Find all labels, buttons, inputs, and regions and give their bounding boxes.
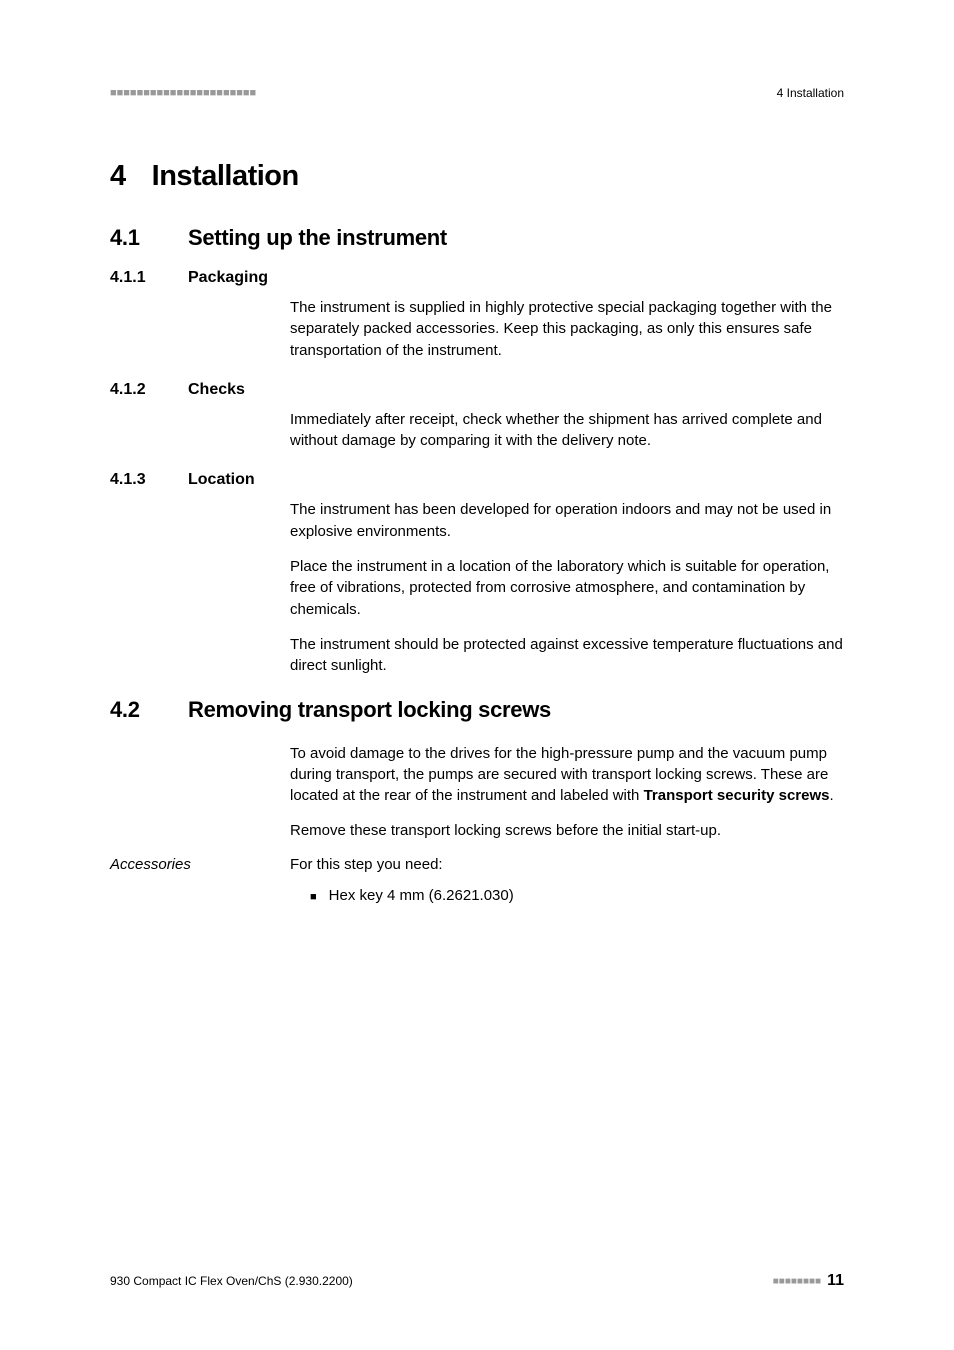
body-paragraph: Remove these transport locking screws be… xyxy=(290,820,844,841)
footer-marks: ■■■■■■■■ xyxy=(773,1276,821,1287)
accessories-label: Accessories xyxy=(110,856,210,873)
section-number: 4.1 xyxy=(110,225,188,251)
paragraph-text-bold: Transport security screws xyxy=(644,787,830,804)
list-item: ■ Hex key 4 mm (6.2621.030) xyxy=(310,887,844,904)
section-heading-4-2: 4.2Removing transport locking screws xyxy=(110,697,844,723)
accessories-row: Accessories For this step you need: xyxy=(110,856,844,873)
body-paragraph: The instrument has been developed for op… xyxy=(290,499,844,542)
list-item-text: Hex key 4 mm (6.2621.030) xyxy=(329,887,514,904)
section-number: 4.2 xyxy=(110,697,188,723)
header-chapter-label: 4 Installation xyxy=(777,86,844,100)
accessories-text: For this step you need: xyxy=(290,856,443,873)
chapter-number: 4 xyxy=(110,160,126,193)
body-paragraph: The instrument is supplied in highly pro… xyxy=(290,297,844,361)
chapter-title-text: Installation xyxy=(152,160,299,192)
bullet-list: ■ Hex key 4 mm (6.2621.030) xyxy=(310,887,844,904)
subsection-heading-4-1-1: 4.1.1Packaging xyxy=(110,269,844,287)
subsection-heading-4-1-2: 4.1.2Checks xyxy=(110,381,844,399)
footer-right: ■■■■■■■■ 11 xyxy=(773,1272,844,1290)
chapter-title: 4 Installation xyxy=(110,160,844,193)
page-number: 11 xyxy=(827,1272,844,1290)
section-title-text: Removing transport locking screws xyxy=(188,697,551,722)
section-title-text: Setting up the instrument xyxy=(188,225,447,250)
page-footer: 930 Compact IC Flex Oven/ChS (2.930.2200… xyxy=(110,1272,844,1290)
subsection-number: 4.1.3 xyxy=(110,471,188,489)
subsection-number: 4.1.1 xyxy=(110,269,188,287)
body-paragraph: The instrument should be protected again… xyxy=(290,634,844,677)
subsection-title-text: Location xyxy=(188,471,255,488)
section-heading-4-1: 4.1Setting up the instrument xyxy=(110,225,844,251)
body-paragraph: Place the instrument in a location of th… xyxy=(290,556,844,620)
subsection-heading-4-1-3: 4.1.3Location xyxy=(110,471,844,489)
subsection-title-text: Packaging xyxy=(188,269,268,286)
header-marks: ■■■■■■■■■■■■■■■■■■■■■■ xyxy=(110,87,256,99)
body-paragraph: To avoid damage to the drives for the hi… xyxy=(290,743,844,807)
footer-document-title: 930 Compact IC Flex Oven/ChS (2.930.2200… xyxy=(110,1274,353,1288)
subsection-title-text: Checks xyxy=(188,381,245,398)
subsection-number: 4.1.2 xyxy=(110,381,188,399)
paragraph-text-post: . xyxy=(829,787,833,804)
bullet-marker-icon: ■ xyxy=(310,891,317,903)
body-paragraph: Immediately after receipt, check whether… xyxy=(290,409,844,452)
page-header: ■■■■■■■■■■■■■■■■■■■■■■ 4 Installation xyxy=(110,86,844,100)
